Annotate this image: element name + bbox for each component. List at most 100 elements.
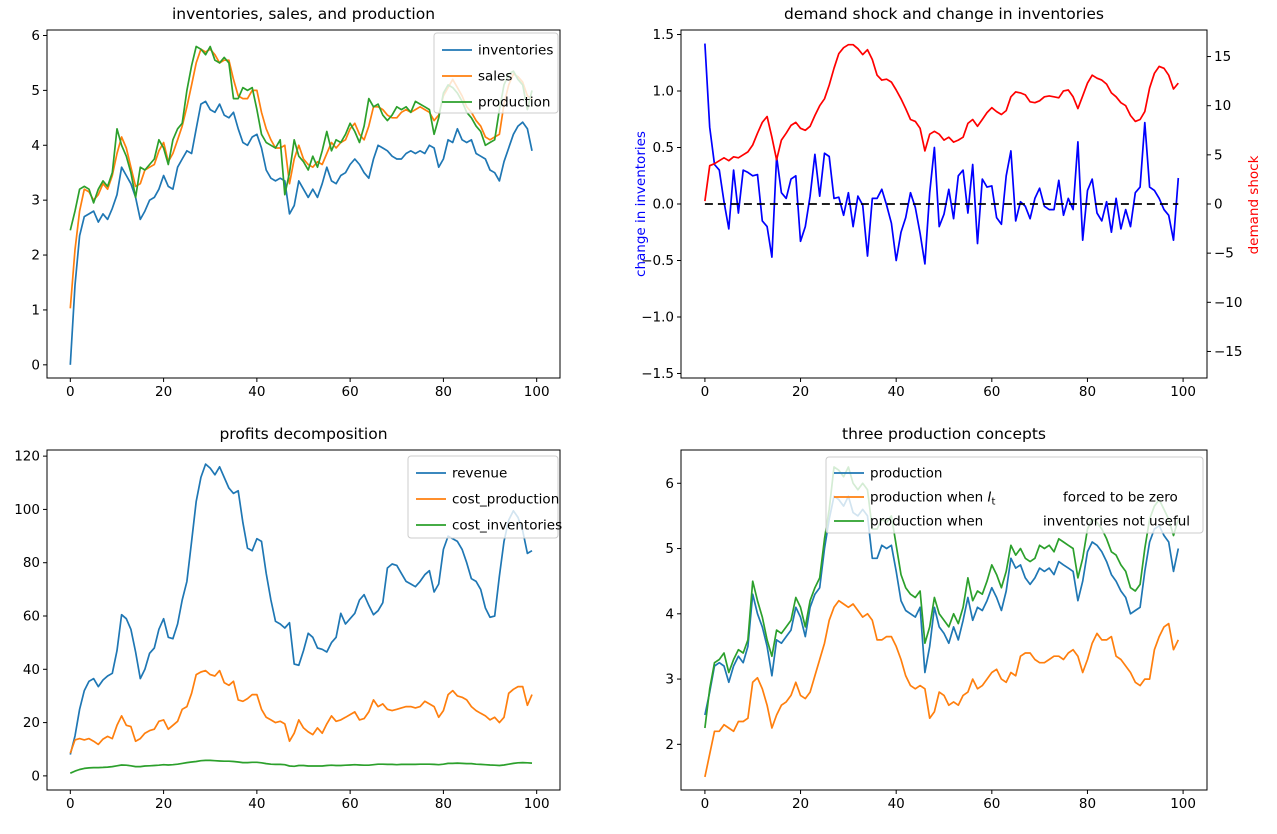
y-tick-label: −1.0 (641, 309, 674, 325)
x-tick-label: 20 (155, 796, 172, 812)
legend: revenue cost_production cost_inventories (407, 455, 562, 539)
y-tick-label: 100 (14, 502, 40, 518)
legend-label: production when It (870, 490, 996, 508)
legend-item-production: production (834, 466, 943, 482)
subplot-demand-shock-change-in-inventories: 0 20 40 60 80 100−1.5−1.0−0.50.00.51.01.5−15−… (633, 5, 1262, 400)
legend-label-right: forced to be zero (1063, 490, 1178, 506)
chart-title: demand shock and change in inventories (784, 5, 1104, 23)
x-tick-label: 60 (983, 796, 1000, 812)
legend-item-production-when-forced-to-be-zero: production when It forced to be zero (834, 490, 1178, 508)
legend-label: production when (870, 514, 983, 530)
legend-item-inventories: inventories (442, 43, 553, 59)
axes-frame (46, 449, 561, 791)
subplot-profits-decomposition: 0 20 40 60 80 100 0 20 40 60 80 100 120 profits decom… (14, 425, 562, 812)
x-tick-label: 20 (792, 384, 809, 400)
y-tick-label: 2 (665, 737, 674, 753)
legend-label: revenue (452, 466, 507, 482)
y-tick-label: 60 (23, 609, 40, 625)
y-tick-label: 5 (31, 83, 40, 99)
y-tick-label: 1.0 (653, 84, 674, 100)
legend-label: cost_inventories (452, 518, 562, 534)
x-tick-label: 40 (248, 796, 265, 812)
legend-label: production (478, 95, 551, 111)
y-tick-label: 4 (31, 138, 40, 154)
y-tick-right-label: −15 (1214, 344, 1243, 360)
y-tick-label: 20 (23, 715, 40, 731)
y-tick-label: −0.5 (641, 253, 674, 269)
legend-box (433, 32, 559, 114)
x-tick-label: 80 (435, 384, 452, 400)
axes-frame (680, 449, 1208, 791)
y-tick-right-label: 5 (1214, 147, 1223, 163)
axes-frame (46, 29, 561, 379)
legend: production production when It forced to be… (825, 456, 1204, 534)
series-production-when-i-t-forced-to-be-zero (704, 599, 1180, 778)
x-tick-label: 0 (701, 796, 710, 812)
y-tick-label: −1.5 (641, 366, 674, 382)
y-tick-label: 120 (14, 449, 40, 465)
y-tick-label: 6 (665, 476, 674, 492)
series-revenue (69, 463, 533, 755)
x-tick-label: 60 (983, 384, 1000, 400)
x-tick-label: 40 (888, 796, 905, 812)
x-tick-label: 80 (1079, 384, 1096, 400)
legend-label: cost_production (452, 492, 559, 508)
series-cost-inventories (69, 759, 533, 774)
legend-label: production (870, 466, 943, 482)
series-cost-production (69, 669, 533, 754)
x-tick-label: 100 (1170, 384, 1196, 400)
chart-title: profits decomposition (219, 425, 387, 443)
y-tick-label: 80 (23, 555, 40, 571)
y-tick-right-label: −10 (1214, 295, 1243, 311)
legend-label: inventories (478, 43, 553, 59)
series-demand-shock (704, 43, 1179, 202)
chart-title: three production concepts (842, 425, 1046, 443)
x-tick-label: 0 (66, 384, 75, 400)
x-tick-label: 100 (524, 384, 550, 400)
y-tick-label: 0 (31, 768, 40, 784)
y-tick-label: 5 (665, 541, 674, 557)
legend-item-cost-inventories: cost_inventories (416, 518, 562, 534)
subplot-inventories-sales-production: 0 20 40 60 80 100 0 1 2 3 4 5 6 inventories, sales, a… (31, 5, 561, 400)
y-tick-label: 2 (31, 248, 40, 264)
ylabel-left: change in inventories (633, 131, 649, 277)
y-tick-label: 0.0 (653, 197, 674, 213)
y-tick-label: 4 (665, 606, 674, 622)
y-tick-right-label: 15 (1214, 49, 1231, 65)
legend-item-cost-production: cost_production (416, 492, 559, 508)
series-change-in-inventories (704, 43, 1180, 265)
x-tick-label: 100 (1170, 796, 1196, 812)
legend-box (825, 456, 1204, 534)
x-tick-label: 60 (342, 796, 359, 812)
x-tick-label: 60 (342, 384, 359, 400)
x-tick-label: 0 (701, 384, 710, 400)
ylabel-right: demand shock (1246, 155, 1262, 254)
legend-item-production-wheninventories-not-useful: production when inventories not useful (834, 514, 1190, 530)
series-inventories (69, 100, 533, 365)
y-tick-right-label: 0 (1214, 197, 1223, 213)
y-tick-label: 0 (31, 357, 40, 373)
legend-label-right: inventories not useful (1043, 514, 1190, 530)
x-tick-label: 20 (155, 384, 172, 400)
y-tick-label: 6 (31, 28, 40, 44)
legend-item-sales: sales (442, 69, 512, 85)
x-tick-label: 0 (66, 796, 75, 812)
x-tick-label: 80 (435, 796, 452, 812)
x-tick-label: 20 (792, 796, 809, 812)
y-tick-label: 1 (31, 302, 40, 318)
y-tick-label: 3 (31, 193, 40, 209)
series-production (704, 495, 1180, 716)
chart-title: inventories, sales, and production (172, 5, 435, 23)
x-tick-label: 100 (524, 796, 550, 812)
legend-item-revenue: revenue (416, 466, 507, 482)
y-tick-label: 40 (23, 662, 40, 678)
y-tick-label: 0.5 (653, 140, 674, 156)
y-tick-right-label: −5 (1214, 246, 1234, 262)
y-tick-label: 1.5 (653, 27, 674, 43)
x-tick-label: 80 (1079, 796, 1096, 812)
legend-label: sales (478, 69, 512, 85)
legend-item-production: production (442, 95, 551, 111)
